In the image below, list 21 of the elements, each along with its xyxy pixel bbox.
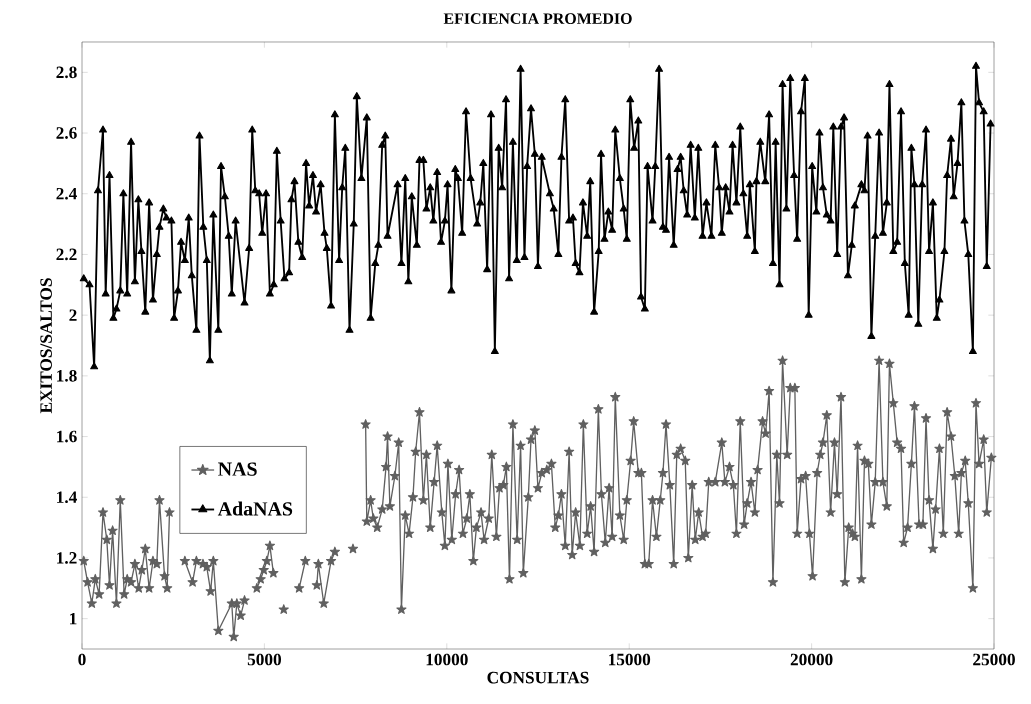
y-tick-label: 1	[70, 612, 77, 625]
y-tick-label: 2.8	[56, 66, 77, 79]
y-tick-label: 2.2	[56, 248, 77, 261]
x-tick-label: 25000	[973, 653, 1015, 666]
y-tick-label: 2.6	[56, 127, 77, 139]
y-tick-label: 2	[69, 309, 77, 321]
legend-label: NAS	[218, 462, 257, 476]
x-tick-label: 20000	[790, 653, 833, 666]
y-tick-label: 1.2	[57, 552, 77, 564]
x-tick-label: 5000	[247, 653, 282, 666]
y-tick-label: 1.8	[57, 369, 77, 382]
x-axis-title: CONSULTAS	[487, 671, 589, 684]
chart-title: EFICIENCIA PROMEDIO	[443, 13, 632, 24]
y-tick-label: 1.6	[57, 430, 77, 443]
x-tick-label: 0	[78, 653, 86, 666]
x-tick-label: 15000	[608, 653, 651, 666]
y-tick-label: 2.4	[56, 187, 77, 200]
y-tick-label: 1.4	[57, 491, 77, 504]
y-axis-title: EXITOS/SALTOS	[40, 278, 52, 414]
x-tick-label: 10000	[426, 653, 468, 666]
legend-label: AdaNAS	[217, 501, 293, 516]
